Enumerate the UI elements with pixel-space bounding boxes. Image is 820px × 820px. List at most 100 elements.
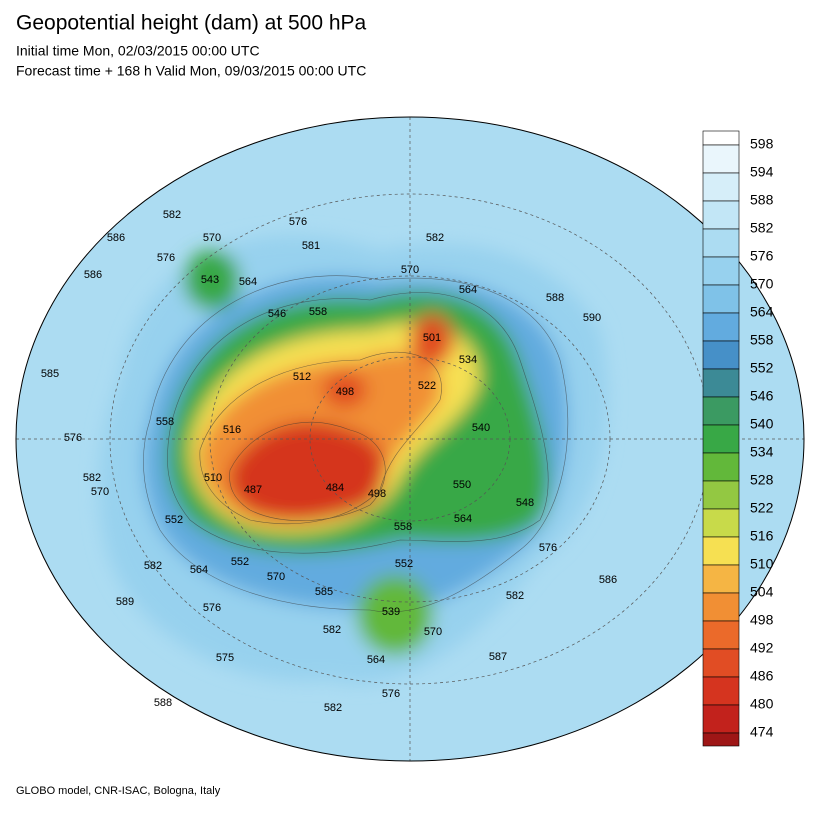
contour-label: 564 — [367, 654, 385, 666]
colorbar-swatch — [702, 284, 740, 314]
contour-label: 589 — [116, 596, 134, 608]
colorbar-label: 516 — [750, 528, 774, 544]
colorbar-label: 598 — [750, 136, 774, 152]
colorbar-label: 540 — [750, 416, 774, 432]
colorbar: 598 594 588 582 576 570 564 558 552 546 540 534 528 5… — [702, 130, 774, 747]
colorbar-swatch — [702, 172, 740, 202]
contour-label: 487 — [244, 484, 262, 496]
contour-label: 576 — [64, 432, 82, 444]
contour-label: 582 — [426, 232, 444, 244]
contour-label: 546 — [268, 308, 286, 320]
contour-label: 550 — [453, 479, 471, 491]
contour-label: 570 — [203, 232, 221, 244]
contour-label: 570 — [91, 486, 109, 498]
contour-label: 576 — [157, 252, 175, 264]
contour-label: 582 — [144, 560, 162, 572]
colorbar-swatch — [702, 676, 740, 706]
contour-label: 501 — [423, 332, 441, 344]
contour-label: 576 — [203, 602, 221, 614]
colorbar-label: 594 — [750, 164, 774, 180]
contour-label: 516 — [223, 424, 241, 436]
contour-label: 570 — [267, 571, 285, 583]
subtitle: Forecast time + 168 h Valid Mon, 09/03/2… — [16, 63, 366, 79]
contour-label: 590 — [583, 312, 601, 324]
colorbar-swatch — [702, 130, 740, 146]
map-border — [15, 116, 805, 762]
contour-label: 582 — [83, 472, 101, 484]
colorbar-label: 564 — [750, 304, 774, 320]
colorbar-label: 582 — [750, 220, 774, 236]
contour-label: 576 — [289, 216, 307, 228]
colorbar-swatch — [702, 312, 740, 342]
contour-label: 576 — [539, 542, 557, 554]
contour-label: 498 — [368, 488, 386, 500]
colorbar-label: 534 — [750, 444, 774, 460]
colorbar-label: 558 — [750, 332, 774, 348]
subtitle: Initial time Mon, 02/03/2015 00:00 UTC — [16, 43, 260, 59]
colorbar-label: 522 — [750, 500, 774, 516]
colorbar-label: 552 — [750, 360, 774, 376]
colorbar-swatch — [702, 340, 740, 370]
colorbar-swatch — [702, 564, 740, 594]
colorbar-label: 492 — [750, 640, 774, 656]
contour-label: 582 — [163, 209, 181, 221]
colorbar-label: 546 — [750, 388, 774, 404]
colorbar-swatch — [702, 704, 740, 734]
colorbar-label: 480 — [750, 696, 774, 712]
colorbar-swatch — [702, 256, 740, 286]
contour-label: 564 — [190, 564, 208, 576]
colorbar-swatch — [702, 424, 740, 454]
contour-label: 552 — [165, 514, 183, 526]
contour-label: 539 — [382, 606, 400, 618]
contour-label: 582 — [324, 702, 342, 714]
contour-label: 522 — [418, 380, 436, 392]
contour-label: 587 — [489, 651, 507, 663]
contour-label: 581 — [302, 240, 320, 252]
contour-label: 575 — [216, 652, 234, 664]
contour-label: 510 — [204, 472, 222, 484]
contour-label: 552 — [231, 556, 249, 568]
colorbar-label: 504 — [750, 584, 774, 600]
colorbar-label: 498 — [750, 612, 774, 628]
contour-label: 576 — [382, 688, 400, 700]
contour-label: 564 — [459, 284, 477, 296]
contour-label: 534 — [459, 354, 477, 366]
contour-label: 543 — [201, 274, 219, 286]
contour-label: 586 — [84, 269, 102, 281]
colorbar-swatch — [702, 144, 740, 174]
contour-label: 540 — [472, 422, 490, 434]
contour-label: 484 — [326, 482, 344, 494]
contour-label: 570 — [401, 264, 419, 276]
colorbar-swatch — [702, 732, 740, 747]
map-field — [16, 117, 804, 761]
colorbar-swatch — [702, 536, 740, 566]
contour-label: 586 — [107, 232, 125, 244]
contour-label: 585 — [41, 368, 59, 380]
colorbar-swatch — [702, 228, 740, 258]
contour-label: 512 — [293, 371, 311, 383]
colorbar-swatch — [702, 452, 740, 482]
title: Geopotential height (dam) at 500 hPa — [16, 12, 367, 35]
map-labels: 586 586 570 576 543 564 582 576 581 582 570 564 588 5… — [41, 209, 617, 714]
contour-label: 582 — [506, 590, 524, 602]
contour-label: 498 — [336, 386, 354, 398]
contour-label: 564 — [454, 513, 472, 525]
contour-label: 558 — [394, 521, 412, 533]
colorbar-label: 486 — [750, 668, 774, 684]
colorbar-swatch — [702, 200, 740, 230]
colorbar-label: 588 — [750, 192, 774, 208]
colorbar-swatch — [702, 648, 740, 678]
colorbar-swatch — [702, 620, 740, 650]
contour-label: 552 — [395, 558, 413, 570]
contour-label: 564 — [239, 276, 257, 288]
colorbar-label: 528 — [750, 472, 774, 488]
colorbar-label: 474 — [750, 724, 774, 740]
contour-label: 558 — [309, 306, 327, 318]
contour-label: 588 — [154, 697, 172, 709]
colorbar-label: 510 — [750, 556, 774, 572]
contour-label: 558 — [156, 416, 174, 428]
contour-label: 582 — [323, 624, 341, 636]
contour-label: 588 — [546, 292, 564, 304]
colorbar-swatch — [702, 368, 740, 398]
